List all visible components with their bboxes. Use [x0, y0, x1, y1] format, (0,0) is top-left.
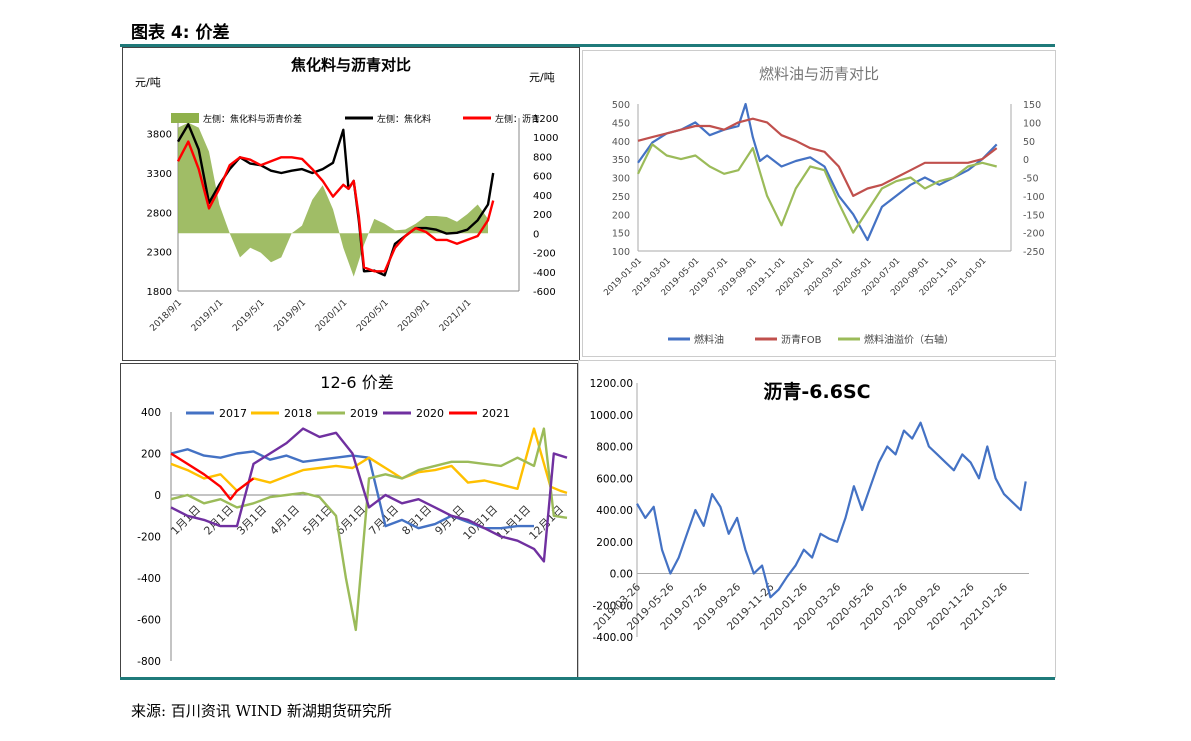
series-line-4	[170, 452, 255, 501]
right-tick-label: 600	[533, 172, 552, 183]
y-tick-label: -800	[137, 656, 161, 668]
y-tick-label: -200	[137, 532, 161, 544]
right-tick-label: -200	[1023, 229, 1045, 240]
series-line-2	[637, 143, 997, 234]
legend-label: 2021	[482, 407, 510, 420]
x-tick-label: 2019/9/1	[272, 298, 308, 334]
series-line-0	[637, 102, 998, 242]
left-tick-label: 3800	[147, 130, 172, 141]
right-tick-label: 0	[533, 229, 539, 240]
left-axis-unit: 元/吨	[135, 76, 161, 89]
right-tick-label: -200	[533, 249, 556, 260]
right-tick-label: 400	[533, 191, 552, 202]
right-tick-label: -150	[1023, 210, 1045, 221]
source-note: 来源: 百川资讯 WIND 新湖期货研究所	[131, 702, 392, 720]
y-tick-label: 1000.00	[590, 410, 633, 422]
right-tick-label: 800	[533, 152, 552, 163]
x-tick-label: 2019/5/1	[231, 298, 267, 334]
chart-title: 燃料油与沥青对比	[759, 65, 879, 83]
left-tick-label: 2800	[147, 208, 172, 219]
legend-label: 燃料油	[694, 333, 724, 346]
fuel-vs-asphalt-chart: 燃料油与沥青对比100150200250300350400450500-250-…	[602, 65, 1045, 346]
legend-label: 2018	[284, 407, 312, 420]
y-tick-label: -600	[137, 615, 161, 627]
left-tick-label: 450	[612, 118, 630, 129]
asphalt-sc-panel: 沥青-6.6SC -400.00 -200.00 0.00 200.00 400.00 60…	[578, 360, 1056, 678]
left-tick-label: 400	[612, 137, 630, 148]
legend-label: 燃料油溢价（右轴）	[864, 333, 954, 346]
right-tick-label: -600	[533, 287, 556, 298]
right-tick-label: 1200	[533, 114, 558, 125]
right-tick-label: 50	[1023, 137, 1035, 148]
legend-label: 2017	[219, 407, 247, 420]
bottom-rule	[120, 677, 1055, 680]
x-tick-label: 2020/9/1	[396, 298, 432, 334]
y-tick-label: 0	[154, 490, 161, 502]
legend-label: 左侧：沥青	[495, 113, 540, 125]
legend-label: 左侧：焦化料与沥青价差	[203, 113, 302, 125]
y-tick-label: 400	[141, 407, 161, 419]
x-tick-label: 2020/1/1	[314, 298, 350, 334]
chart-title: 沥青-6.6SC	[763, 381, 870, 403]
right-tick-label: -400	[533, 268, 556, 279]
legend-label: 左侧：焦化料	[377, 113, 431, 125]
right-tick-label: 150	[1023, 100, 1041, 111]
fuel-vs-asphalt-panel: 燃料油与沥青对比 100 150 200 250 300 350 400 450 500 -250-…	[582, 50, 1056, 357]
left-tick-label: 250	[612, 192, 630, 203]
y-tick-label: 1200.00	[590, 378, 633, 390]
left-tick-label: 200	[612, 210, 630, 221]
y-tick-label: 600.00	[596, 473, 633, 485]
left-tick-label: 350	[612, 155, 630, 166]
y-tick-label: -200.00	[592, 600, 633, 612]
y-tick-label: -400	[137, 573, 161, 585]
legend-label: 沥青FOB	[781, 333, 822, 346]
spread-area-series	[178, 122, 488, 277]
y-tick-label: 800.00	[596, 442, 633, 454]
left-tick-label: 3300	[147, 169, 172, 180]
x-tick-label: 2018/9/1	[148, 298, 184, 334]
coke-vs-asphalt-panel: 焦化料与沥青对比元/吨 元/吨 1800 2300 2800 3300 3800 -600 -4…	[122, 47, 580, 361]
legend-swatch	[171, 113, 199, 123]
y-tick-label: 200	[141, 449, 161, 461]
y-tick-label: 0.00	[610, 569, 633, 581]
top-rule	[120, 44, 1055, 47]
left-tick-label: 300	[612, 174, 630, 185]
series-line-1	[176, 123, 495, 277]
y-tick-label: 200.00	[596, 537, 633, 549]
left-tick-label: 1800	[147, 287, 172, 298]
spread-12-6-panel: 12-6 价差 -800 -600 -400 -200 0 200 400 1月1日 2月1日 3月…	[120, 363, 578, 678]
right-tick-label: 0	[1023, 155, 1029, 166]
chart-title: 12-6 价差	[320, 373, 393, 392]
legend-label: 2020	[416, 407, 444, 420]
right-tick-label: 100	[1023, 118, 1041, 129]
right-tick-label: 1000	[533, 133, 558, 144]
legend-label: 2019	[350, 407, 378, 420]
y-tick-label: -400.00	[592, 632, 633, 644]
right-tick-label: -50	[1023, 174, 1039, 185]
series-line-2	[176, 140, 495, 273]
left-tick-label: 100	[612, 247, 630, 258]
asphalt-sc-chart: 沥青-6.6SC -400.00 -200.00 0.00 200.00 400.00 60…	[590, 378, 1029, 644]
x-tick-label: 2021/1/1	[438, 298, 474, 334]
series-line-0	[636, 421, 1027, 599]
right-axis-unit: 元/吨	[529, 71, 555, 84]
spread-12-6-chart: 12-6 价差-800-600-400-20002004001月1日2月1日3月…	[137, 373, 568, 668]
series-line-1	[637, 117, 998, 197]
y-tick-label: 400.00	[596, 505, 633, 517]
right-tick-label: -250	[1023, 247, 1045, 258]
left-tick-label: 150	[612, 229, 630, 240]
series-line-3	[170, 427, 568, 563]
x-tick-label: 2020/5/1	[355, 298, 391, 334]
right-tick-label: 200	[533, 210, 552, 221]
x-tick-label: 4月1日	[267, 503, 302, 538]
left-tick-label: 2300	[147, 248, 172, 259]
x-tick-label: 2019/1/1	[190, 298, 226, 334]
left-tick-label: 500	[612, 100, 630, 111]
figure-title: 图表 4: 价差	[131, 23, 230, 43]
chart-title: 焦化料与沥青对比	[290, 56, 411, 74]
x-tick-label: 10月1日	[461, 503, 501, 543]
right-tick-label: -100	[1023, 192, 1045, 203]
